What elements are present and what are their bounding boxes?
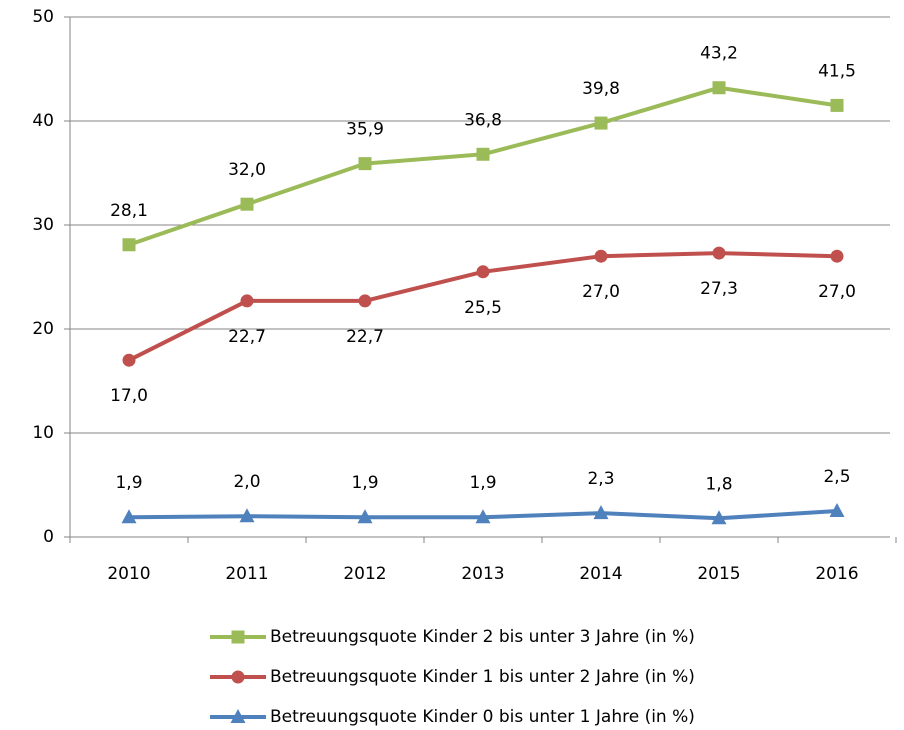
data-point: [711, 510, 727, 525]
data-point: [475, 509, 491, 524]
data-point: [357, 509, 373, 524]
data-point: [240, 294, 254, 308]
data-label: 2,3: [587, 469, 614, 489]
data-label: 27,0: [582, 282, 620, 302]
data-point: [358, 294, 372, 308]
x-tick-label: 2016: [815, 564, 858, 584]
data-point: [594, 116, 608, 130]
legend-label: Betreuungsquote Kinder 0 bis unter 1 Jah…: [270, 707, 695, 727]
data-label: 39,8: [582, 79, 620, 99]
legend-label: Betreuungsquote Kinder 1 bis unter 2 Jah…: [270, 667, 695, 687]
x-tick-label: 2010: [107, 564, 150, 584]
data-label: 35,9: [346, 120, 384, 140]
data-point: [712, 246, 726, 260]
data-point: [358, 157, 372, 171]
data-label: 1,9: [469, 473, 496, 493]
data-point: [122, 238, 136, 252]
legend-marker: [231, 630, 245, 644]
data-label: 22,7: [346, 327, 384, 347]
data-label: 43,2: [700, 44, 738, 64]
data-label: 36,8: [464, 110, 502, 130]
data-point: [239, 508, 255, 523]
x-tick-label: 2014: [579, 564, 622, 584]
y-tick-label: 50: [32, 7, 54, 27]
x-tick-label: 2012: [343, 564, 386, 584]
data-point: [594, 249, 608, 263]
data-point: [121, 509, 137, 524]
legend-marker: [231, 670, 245, 684]
data-label: 17,0: [110, 386, 148, 406]
data-point: [712, 81, 726, 95]
data-label: 28,1: [110, 201, 148, 221]
data-label: 27,3: [700, 279, 738, 299]
y-tick-label: 10: [32, 423, 54, 443]
data-point: [122, 353, 136, 367]
data-point: [593, 505, 609, 520]
y-tick-label: 0: [43, 527, 54, 547]
data-label: 22,7: [228, 327, 266, 347]
data-point: [476, 147, 490, 161]
y-tick-label: 30: [32, 215, 54, 235]
data-label: 27,0: [818, 282, 856, 302]
data-label: 1,9: [115, 473, 142, 493]
data-label: 32,0: [228, 160, 266, 180]
data-label: 1,9: [351, 473, 378, 493]
data-label: 41,5: [818, 61, 856, 81]
data-label: 1,8: [705, 474, 732, 494]
data-point: [829, 503, 845, 517]
x-tick-label: 2013: [461, 564, 504, 584]
data-label: 2,0: [233, 472, 260, 492]
x-tick-label: 2011: [225, 564, 268, 584]
y-tick-label: 40: [32, 111, 54, 131]
legend-marker: [230, 709, 246, 723]
data-point: [830, 98, 844, 112]
legend-label: Betreuungsquote Kinder 2 bis unter 3 Jah…: [270, 627, 695, 647]
data-label: 25,5: [464, 298, 502, 318]
data-point: [240, 197, 254, 211]
data-label: 2,5: [823, 467, 850, 487]
data-point: [830, 249, 844, 263]
data-point: [476, 265, 490, 279]
x-tick-label: 2015: [697, 564, 740, 584]
y-tick-label: 20: [32, 319, 54, 339]
